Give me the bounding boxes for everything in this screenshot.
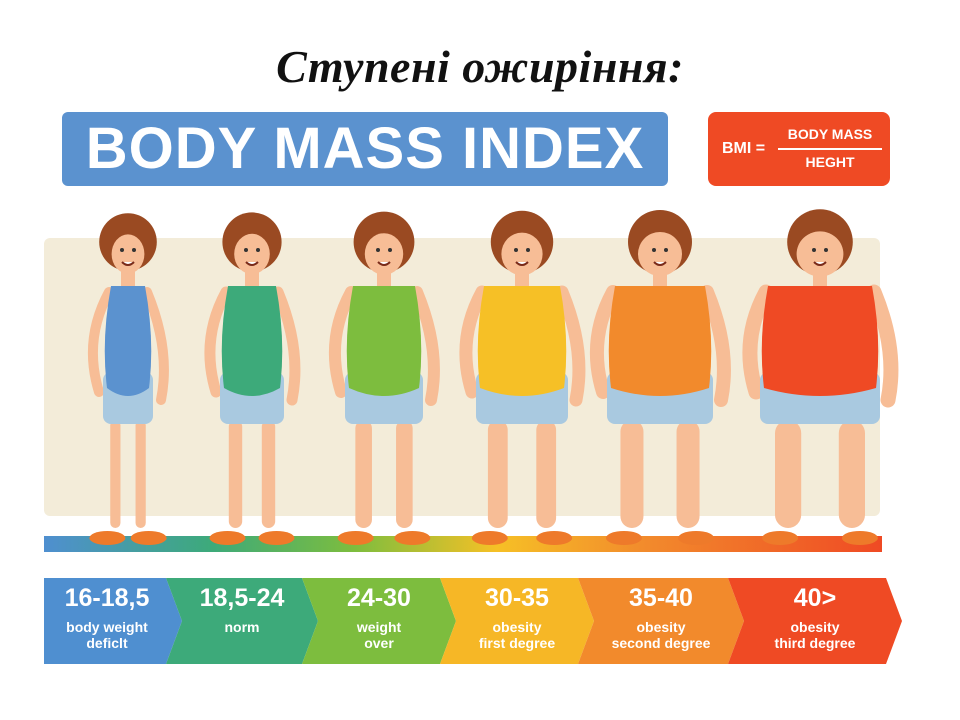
- category-chevron-shape: [302, 578, 456, 664]
- category-description-line-1: weight: [356, 619, 402, 635]
- figure-5: [589, 210, 731, 545]
- category-description-line-2: deficlt: [86, 635, 128, 651]
- category-description: obesity second degree: [594, 619, 728, 651]
- category-description-line-1: obesity: [636, 619, 686, 635]
- bmi-category-3: 24-30 weight over: [302, 578, 456, 664]
- bmi-gradient-floor: [44, 536, 882, 552]
- bmi-formula-box: BMI = BODY MASS HEGHT: [708, 112, 890, 186]
- category-chevron-shape: [44, 578, 182, 664]
- category-description-line-2: third degree: [774, 635, 856, 651]
- formula-fraction-line: [778, 148, 882, 150]
- figure-1: [87, 213, 169, 545]
- figure-2: [204, 212, 301, 545]
- bmi-category-5: 35-40 obesity second degree: [578, 578, 744, 664]
- category-range: 18,5-24: [199, 584, 285, 612]
- category-range: 24-30: [347, 584, 411, 612]
- bmi-category-6: 40> obesity third degree: [728, 578, 902, 664]
- bmi-category-2: 18,5-24 norm: [166, 578, 318, 664]
- category-description-line-2: first degree: [478, 635, 556, 651]
- category-description: norm: [182, 619, 302, 635]
- bmi-category-4: 30-35 obesity first degree: [440, 578, 594, 664]
- category-description: weight over: [318, 619, 440, 651]
- category-description: obesity first degree: [456, 619, 578, 651]
- bmi-banner: BODY MASS INDEX: [62, 112, 668, 186]
- category-description-line-1: obesity: [492, 619, 542, 635]
- formula-numerator: BODY MASS: [787, 126, 873, 142]
- category-description-line-2: second degree: [611, 635, 711, 651]
- category-description: obesity third degree: [744, 619, 886, 651]
- category-description-line-1: norm: [224, 619, 260, 635]
- category-range: 30-35: [485, 584, 549, 612]
- category-range: 16-18,5: [64, 584, 150, 612]
- category-chevron-shape: [166, 578, 318, 664]
- figure-6: [742, 209, 899, 545]
- slide-title: Ступені ожиріння:: [276, 41, 684, 92]
- category-chevron-shape: [578, 578, 744, 664]
- figure-3: [328, 211, 440, 545]
- formula-lhs: BMI =: [722, 140, 766, 157]
- category-range: 40>: [793, 584, 837, 612]
- category-description: body weight deficlt: [48, 619, 166, 651]
- category-range: 35-40: [629, 584, 693, 612]
- bmi-category-1: 16-18,5 body weight deficlt: [44, 578, 182, 664]
- category-description-line-1: body weight: [66, 619, 148, 635]
- category-description-line-1: obesity: [790, 619, 840, 635]
- category-description-line-2: over: [364, 635, 394, 651]
- category-chevron-shape: [440, 578, 594, 664]
- formula-denominator: HEGHT: [805, 154, 855, 170]
- figure-4: [459, 210, 586, 545]
- category-chevron-shape: [728, 578, 902, 664]
